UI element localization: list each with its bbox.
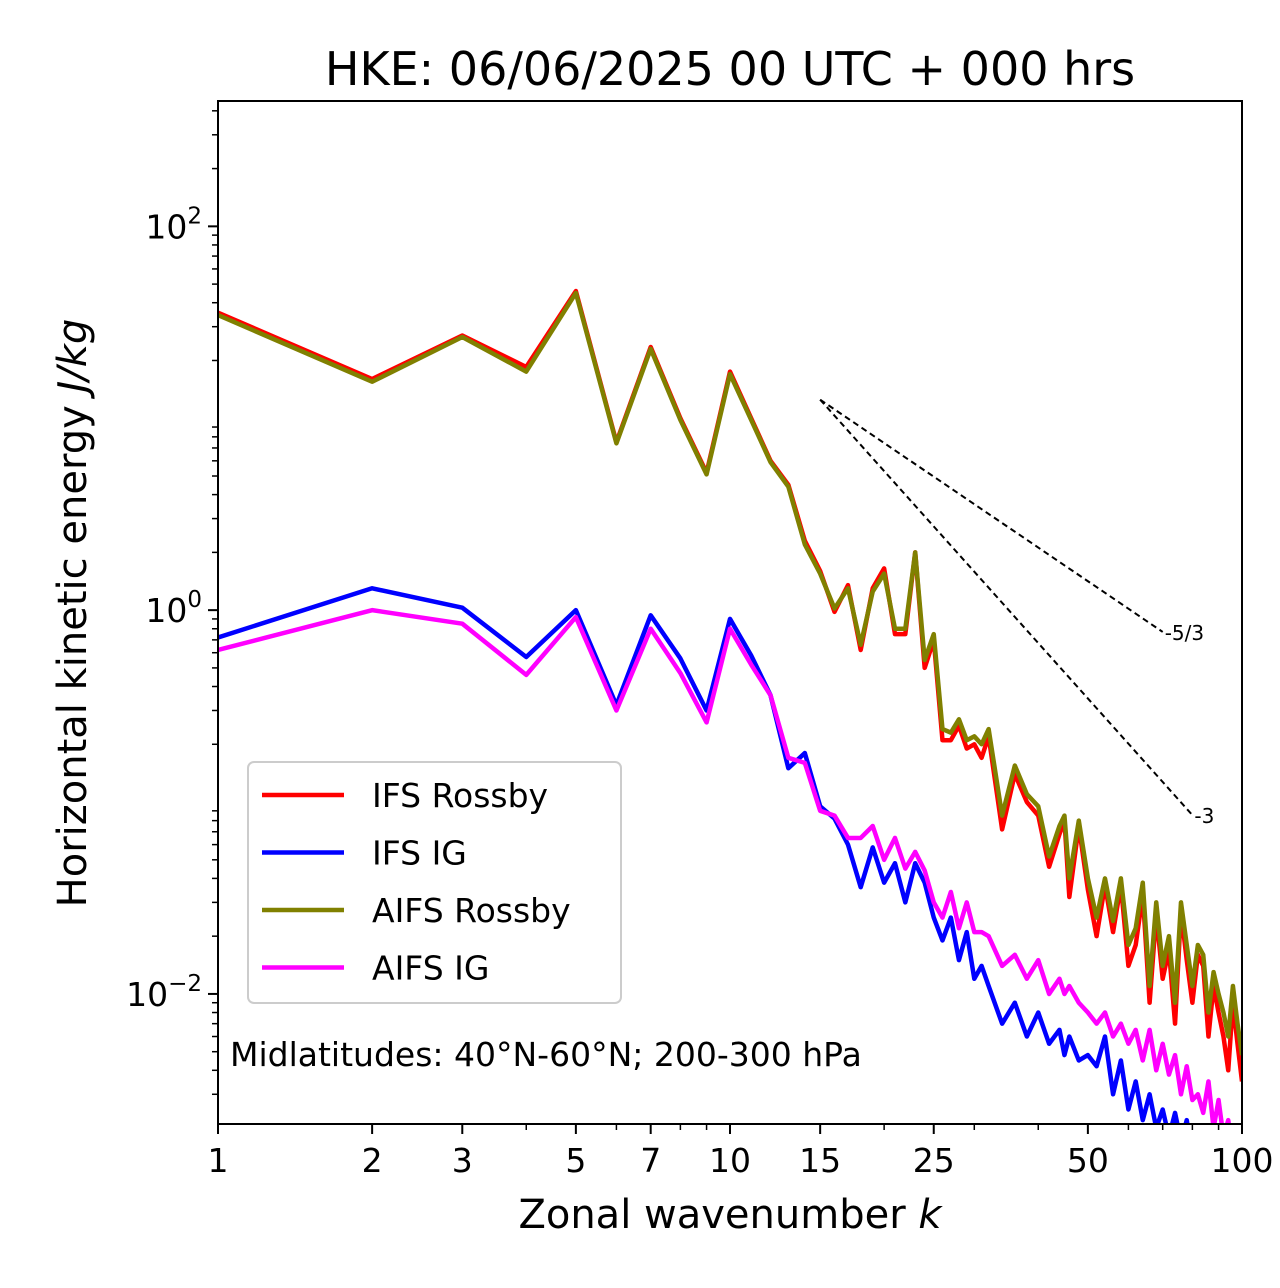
series-group bbox=[218, 288, 1242, 1124]
y-axis-label: Horizontal kinetic energy J/kg bbox=[50, 319, 96, 908]
y-tick-label: 100 bbox=[145, 587, 202, 630]
x-tick-label: 25 bbox=[913, 1141, 955, 1180]
plot-area: -5/3 -3 1 2 3 5 7 10 15 25 50 100 102 100 10−2 IFS Ross… bbox=[126, 100, 1274, 1180]
region-annotation: Midlatitudes: 40°N-60°N; 200-300 hPa bbox=[230, 1035, 862, 1074]
x-tick-label: 3 bbox=[452, 1141, 473, 1180]
legend-box bbox=[247, 761, 622, 1004]
series-line-aifs-ig bbox=[218, 607, 1232, 1124]
y-tick-label: 102 bbox=[145, 203, 202, 246]
legend-label: AIFS IG bbox=[372, 949, 489, 988]
x-axis-label: Zonal wavenumber k bbox=[518, 1192, 943, 1238]
legend-label: IFS Rossby bbox=[372, 776, 548, 815]
x-tick-label: 15 bbox=[799, 1141, 841, 1180]
x-tick-label: 7 bbox=[640, 1141, 661, 1180]
y-tick-label: 10−2 bbox=[126, 971, 202, 1014]
x-tick-label: 10 bbox=[709, 1141, 751, 1180]
x-tick-label: 100 bbox=[1211, 1141, 1274, 1180]
reference-line-label: -5/3 bbox=[1165, 621, 1204, 645]
x-tick-label: 2 bbox=[362, 1141, 383, 1180]
reference-line-label: -3 bbox=[1194, 804, 1214, 828]
reference-line-1 bbox=[819, 398, 1164, 633]
legend-label: AIFS Rossby bbox=[372, 891, 571, 930]
x-tick-label: 50 bbox=[1067, 1141, 1109, 1180]
x-tick-label: 1 bbox=[208, 1141, 229, 1180]
legend: IFS Rossby IFS IG AIFS Rossby AIFS IG bbox=[247, 761, 622, 1004]
reference-line-2 bbox=[819, 398, 1194, 816]
series-line-aifs-rossby bbox=[218, 290, 1242, 1056]
chart-title: HKE: 06/06/2025 00 UTC + 000 hrs bbox=[325, 42, 1135, 96]
legend-label: IFS IG bbox=[372, 834, 467, 873]
x-tick-label: 5 bbox=[565, 1141, 586, 1180]
